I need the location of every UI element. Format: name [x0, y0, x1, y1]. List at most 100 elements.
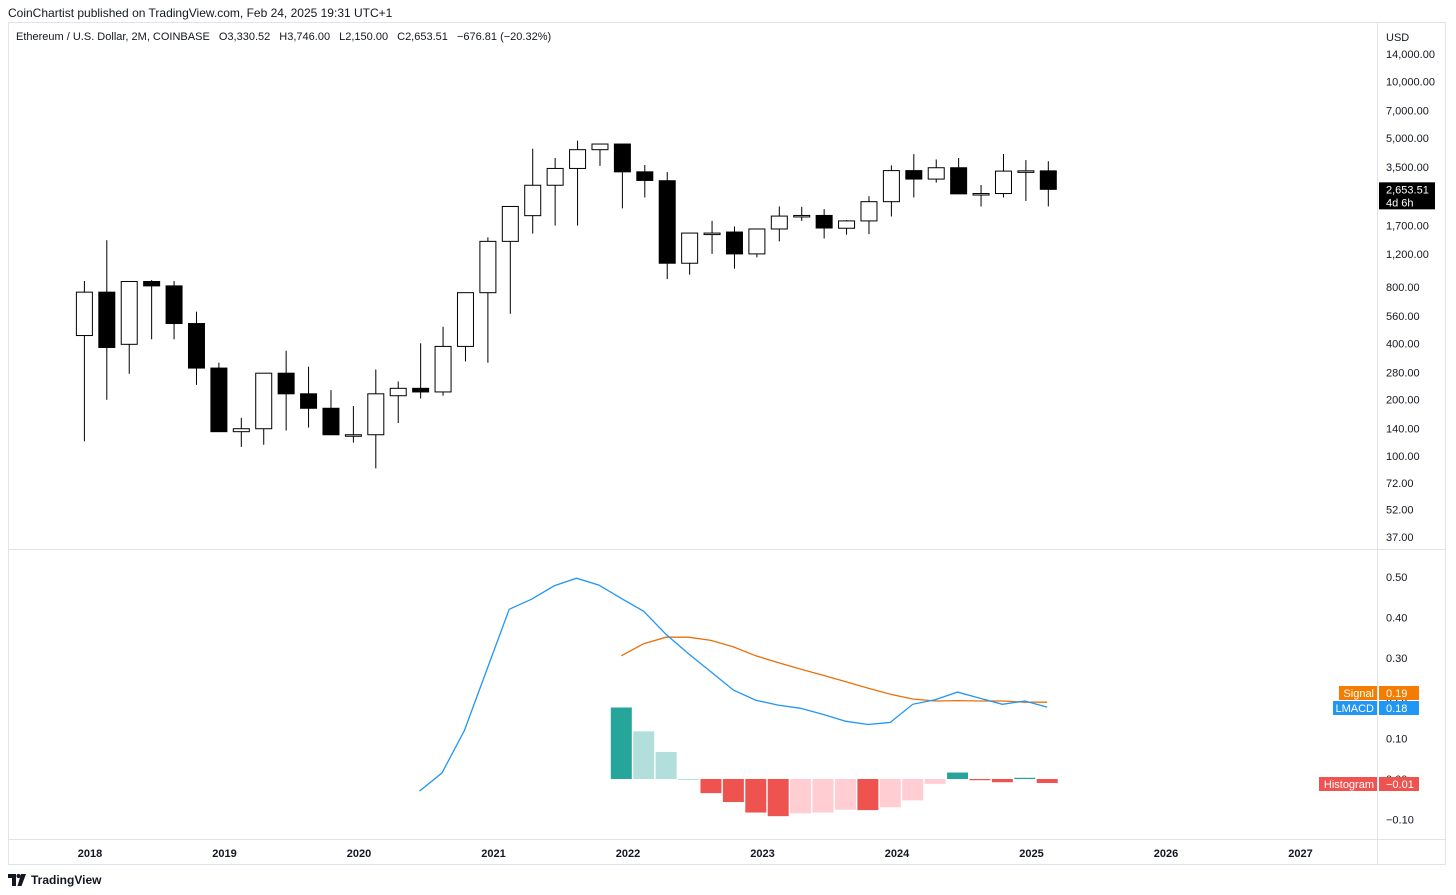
candle-body — [434, 345, 452, 393]
histogram-label: Histogram — [1324, 779, 1374, 791]
candle — [793, 206, 811, 221]
symbol-name: Ethereum / U.S. Dollar, 2M, COINBASE — [16, 31, 210, 43]
candle — [412, 343, 430, 399]
histogram-bars — [610, 707, 1058, 817]
candle — [703, 220, 721, 254]
low-value: L2,150.00 — [339, 31, 389, 43]
candle-body — [815, 214, 833, 229]
lmacd-label: LMACD — [1335, 703, 1374, 715]
year-label: 2020 — [347, 848, 371, 860]
candle-body — [681, 232, 699, 264]
candle-body — [1017, 170, 1035, 173]
signal-tag — [1339, 686, 1377, 700]
lmacd-value-tag — [1379, 701, 1419, 715]
high-value: H3,746.00 — [279, 31, 331, 43]
indicator-tick-label: 0.40 — [1386, 612, 1407, 624]
candle-body — [277, 372, 295, 395]
histogram-bar — [1036, 779, 1058, 784]
candle — [905, 154, 923, 198]
candle — [524, 148, 542, 234]
histogram-value-tag — [1379, 777, 1419, 791]
chart-frame[interactable] — [8, 22, 1446, 865]
candle — [994, 153, 1012, 198]
price-candles[interactable] — [75, 140, 1057, 469]
year-label: 2019 — [212, 848, 236, 860]
countdown-label: 4d 6h — [1386, 197, 1414, 209]
price-tick-label: 5,000.00 — [1386, 133, 1429, 145]
candle — [725, 226, 743, 269]
candle — [770, 206, 788, 242]
candle-body — [300, 393, 318, 409]
price-tick-label: 3,500.00 — [1386, 162, 1429, 174]
candle — [748, 228, 766, 258]
price-tick-label: 10,000.00 — [1386, 76, 1435, 88]
candle — [636, 164, 654, 198]
candle — [1017, 160, 1035, 201]
histogram-bar — [991, 779, 1013, 783]
candle — [255, 372, 273, 445]
price-axis-ticks: USD 14,000.00 10,000.00 7,000.00 5,000.00 3,5… — [1386, 32, 1435, 544]
price-tick-label: 52.00 — [1386, 504, 1414, 516]
candle — [681, 232, 699, 275]
candle — [972, 184, 990, 207]
footer[interactable]: TradingView — [8, 873, 101, 887]
price-tick-label: 72.00 — [1386, 478, 1414, 490]
candle-body — [972, 193, 990, 196]
candle-body — [905, 170, 923, 180]
histogram-bar — [857, 779, 879, 811]
candle-body — [770, 215, 788, 230]
candle-body — [927, 167, 945, 180]
candle-body — [389, 387, 407, 397]
price-tick-label: 1,700.00 — [1386, 221, 1429, 233]
price-tick-label: 140.00 — [1386, 424, 1420, 436]
candle — [434, 326, 452, 396]
candle-body — [120, 280, 138, 345]
year-label: 2022 — [616, 848, 640, 860]
signal-value: 0.19 — [1386, 688, 1407, 700]
candle — [950, 157, 968, 195]
candle-body — [725, 231, 743, 255]
year-label: 2024 — [885, 848, 910, 860]
candle — [927, 159, 945, 183]
candle-body — [344, 434, 362, 437]
candle-body — [658, 180, 676, 264]
histogram-value: −0.01 — [1386, 779, 1414, 791]
candle — [367, 369, 385, 469]
candle — [613, 143, 631, 209]
candle — [546, 157, 564, 226]
candle-body — [748, 228, 766, 255]
year-label: 2027 — [1288, 848, 1312, 860]
histogram-bar — [902, 779, 924, 801]
candle — [815, 209, 833, 239]
histogram-bar — [633, 731, 655, 779]
indicator-tick-label: 0.50 — [1386, 572, 1407, 584]
candle — [882, 165, 900, 217]
year-label: 2018 — [78, 848, 102, 860]
candle — [658, 172, 676, 280]
candle-body — [569, 149, 587, 169]
year-label: 2026 — [1154, 848, 1178, 860]
tradingview-logo-icon — [8, 874, 26, 886]
histogram-bar — [610, 707, 632, 779]
publisher-line: CoinChartist published on TradingView.co… — [8, 6, 393, 20]
symbol-info: Ethereum / U.S. Dollar, 2M, COINBASE O3,… — [16, 31, 558, 43]
candle-body — [322, 407, 340, 436]
histogram-bar — [722, 779, 744, 803]
price-tick-label: 800.00 — [1386, 282, 1420, 294]
candle-body — [255, 372, 273, 430]
currency-label: USD — [1386, 32, 1409, 44]
price-tick-label: 560.00 — [1386, 311, 1420, 323]
histogram-tag — [1319, 777, 1377, 791]
candle-body — [882, 170, 900, 203]
candle-body — [456, 292, 474, 347]
histogram-bar — [767, 779, 789, 817]
indicator-tick-label: −0.10 — [1386, 814, 1414, 826]
candle — [479, 237, 497, 363]
candle — [456, 292, 474, 362]
time-axis-labels: 2018 2019 2020 2021 2022 2023 2024 2025 2026 2027 — [78, 848, 1313, 860]
candle-body — [187, 323, 205, 369]
candle-body — [546, 167, 564, 186]
candle-body — [994, 170, 1012, 195]
candle-body — [367, 393, 385, 436]
